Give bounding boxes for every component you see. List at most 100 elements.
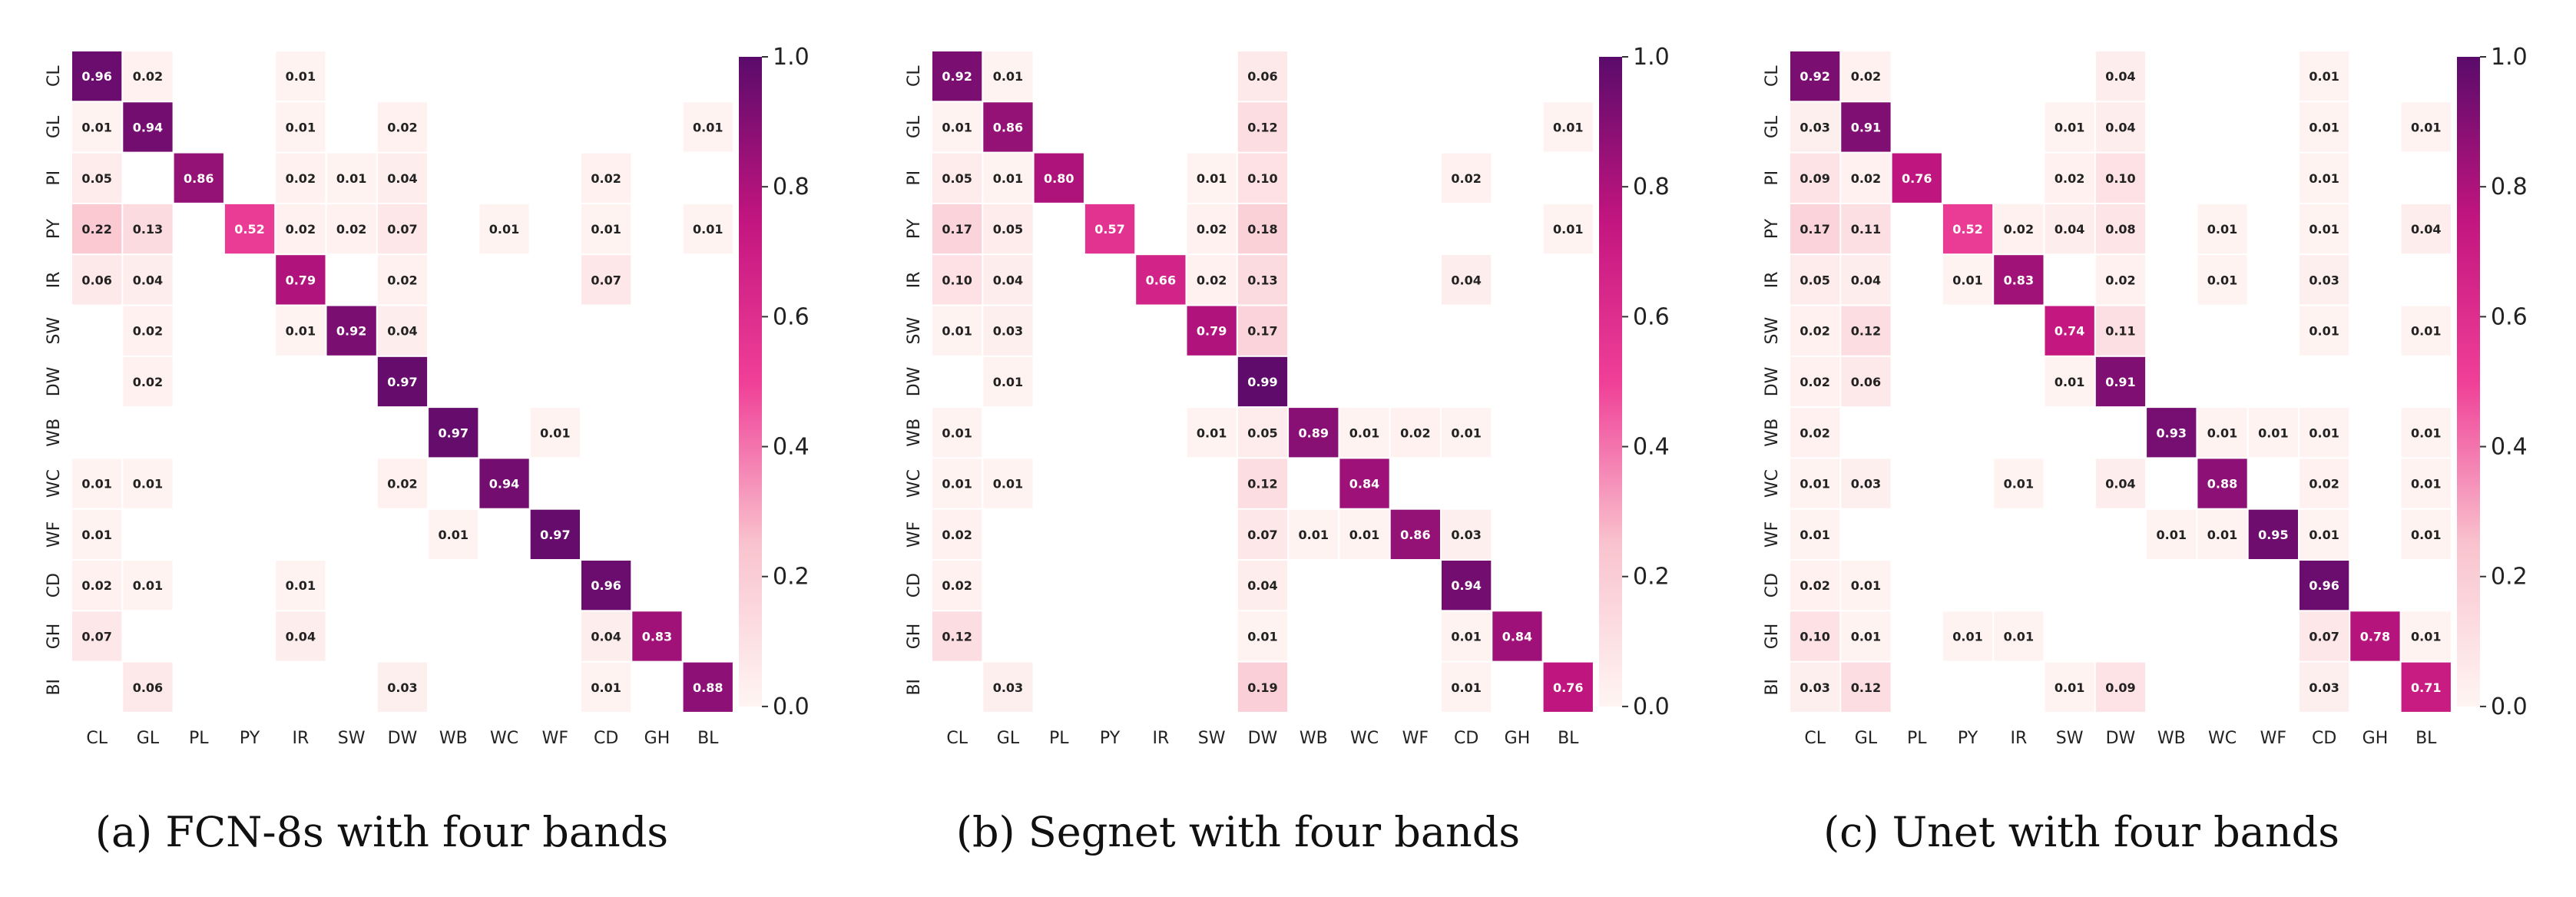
x-tick-label: WC — [490, 729, 518, 748]
cell-value-label: 0.17 — [1247, 324, 1277, 339]
cell-value-label: 0.01 — [2411, 528, 2441, 542]
cell-value-label: 0.92 — [336, 324, 366, 339]
cell-value-label: 0.01 — [2411, 120, 2441, 134]
cell-value-label: 0.76 — [1553, 680, 1583, 695]
cell-value-label: 0.01 — [489, 222, 519, 237]
heatmap-cell — [2095, 255, 2146, 305]
heatmap-panel-3: 0.92 0.02 0.04 0.010.03 0.91 0.01 0.04 0.01 0.01… — [1763, 44, 2528, 856]
cell-value-label: 0.02 — [1197, 273, 1227, 287]
cell-value-label: 0.97 — [439, 425, 469, 440]
heatmap-cell — [123, 662, 173, 712]
y-tick-label: CL — [1763, 65, 1782, 87]
cell-value-label: 0.04 — [2105, 477, 2135, 492]
cell-value-label: 0.01 — [591, 680, 621, 695]
heatmap-cell — [1237, 51, 1288, 101]
cell-value-label: 0.83 — [2004, 273, 2034, 287]
cell-value-label: 0.01 — [942, 477, 972, 492]
cell-value-label: 0.11 — [1851, 222, 1881, 237]
x-tick-label: GL — [997, 729, 1020, 748]
y-tick-label: WF — [905, 521, 924, 548]
y-tick-label: PI — [1763, 170, 1782, 186]
heatmap-cell — [2095, 204, 2146, 254]
heatmap-cell — [1994, 611, 2044, 661]
heatmap-cell — [2350, 611, 2400, 661]
colorbar — [2457, 57, 2480, 707]
heatmap-cell — [1790, 662, 1840, 712]
heatmap-cell — [1790, 509, 1840, 559]
heatmap-cell — [1237, 561, 1288, 611]
heatmap-cell — [429, 408, 478, 458]
heatmap-cell — [123, 102, 173, 152]
x-tick-label: WF — [2260, 729, 2286, 748]
cell-value-label: 0.01 — [133, 477, 163, 492]
y-tick-label: GH — [905, 624, 924, 650]
cell-value-label: 0.02 — [133, 375, 163, 389]
cell-value-label: 0.07 — [591, 273, 621, 287]
cell-value-label: 0.03 — [993, 680, 1023, 695]
heatmap-cell — [1841, 561, 1891, 611]
cell-value-label: 0.89 — [1299, 425, 1329, 440]
x-tick-label: GH — [644, 729, 670, 748]
cell-value-label: 0.06 — [1851, 375, 1881, 389]
heatmap-cell — [932, 51, 982, 101]
heatmap-cell — [1442, 611, 1492, 661]
colorbar-tick-label: 0.8 — [1633, 174, 1670, 200]
y-tick-label: IR — [905, 271, 924, 288]
cell-value-label: 0.07 — [387, 222, 417, 237]
heatmap-cell — [479, 204, 529, 254]
colorbar-tick-label: 0.4 — [773, 434, 810, 461]
heatmap-cell — [1790, 204, 1840, 254]
cell-value-label: 0.01 — [1349, 528, 1379, 542]
cell-value-label: 0.01 — [286, 120, 316, 134]
heatmap-cell — [1942, 255, 1993, 305]
colorbar-tick-label: 1.0 — [2491, 44, 2528, 71]
cell-value-label: 0.04 — [2055, 222, 2084, 237]
cell-value-label: 0.01 — [942, 425, 972, 440]
cell-value-label: 0.02 — [336, 222, 366, 237]
heatmap-cell — [1237, 662, 1288, 712]
cell-value-label: 0.02 — [1800, 375, 1829, 389]
heatmap-cell — [1994, 255, 2044, 305]
heatmap-cell — [1790, 408, 1840, 458]
cell-value-label: 0.01 — [81, 120, 111, 134]
heatmap-cell — [2300, 51, 2349, 101]
heatmap-cell — [2300, 306, 2349, 356]
cell-value-label: 0.01 — [1451, 425, 1481, 440]
cell-value-label: 0.04 — [387, 324, 417, 339]
cell-value-label: 0.01 — [1451, 680, 1481, 695]
heatmap-cell — [983, 356, 1033, 407]
heatmap-cell — [1790, 153, 1840, 203]
heatmap-cell — [932, 102, 982, 152]
heatmap-cell — [1841, 51, 1891, 101]
heatmap-cell — [1442, 662, 1492, 712]
heatmap-cell — [983, 51, 1033, 101]
cell-value-label: 0.96 — [81, 69, 111, 84]
y-tick-label: WB — [45, 419, 64, 447]
heatmap-cell — [72, 611, 122, 661]
heatmap-cell — [1034, 153, 1084, 203]
cell-value-label: 0.01 — [993, 477, 1023, 492]
cell-value-label: 0.96 — [2309, 578, 2339, 593]
cell-value-label: 0.03 — [1800, 120, 1829, 134]
cell-value-label: 0.01 — [2309, 222, 2339, 237]
heatmap-cell — [377, 153, 428, 203]
heatmap-cell — [2095, 306, 2146, 356]
cell-value-label: 0.01 — [1349, 425, 1379, 440]
heatmap-cell — [983, 153, 1033, 203]
cell-value-label: 0.01 — [1299, 528, 1329, 542]
x-tick-label: WB — [2157, 729, 2186, 748]
heatmap-cell — [72, 102, 122, 152]
cell-value-label: 0.01 — [591, 222, 621, 237]
heatmap-cell — [1841, 204, 1891, 254]
heatmap-cell — [276, 153, 326, 203]
heatmap-cell — [276, 255, 326, 305]
cell-value-label: 0.01 — [1952, 629, 1982, 644]
colorbar-tick-label: 0.2 — [1633, 564, 1670, 591]
y-tick-label: PY — [45, 218, 64, 239]
cell-value-label: 0.02 — [2004, 222, 2034, 237]
heatmap-cell — [1942, 611, 1993, 661]
x-tick-label: BL — [1558, 729, 1579, 748]
heatmap-cell — [1187, 306, 1237, 356]
y-tick-label: SW — [1763, 317, 1782, 345]
cell-value-label: 0.79 — [286, 273, 316, 287]
